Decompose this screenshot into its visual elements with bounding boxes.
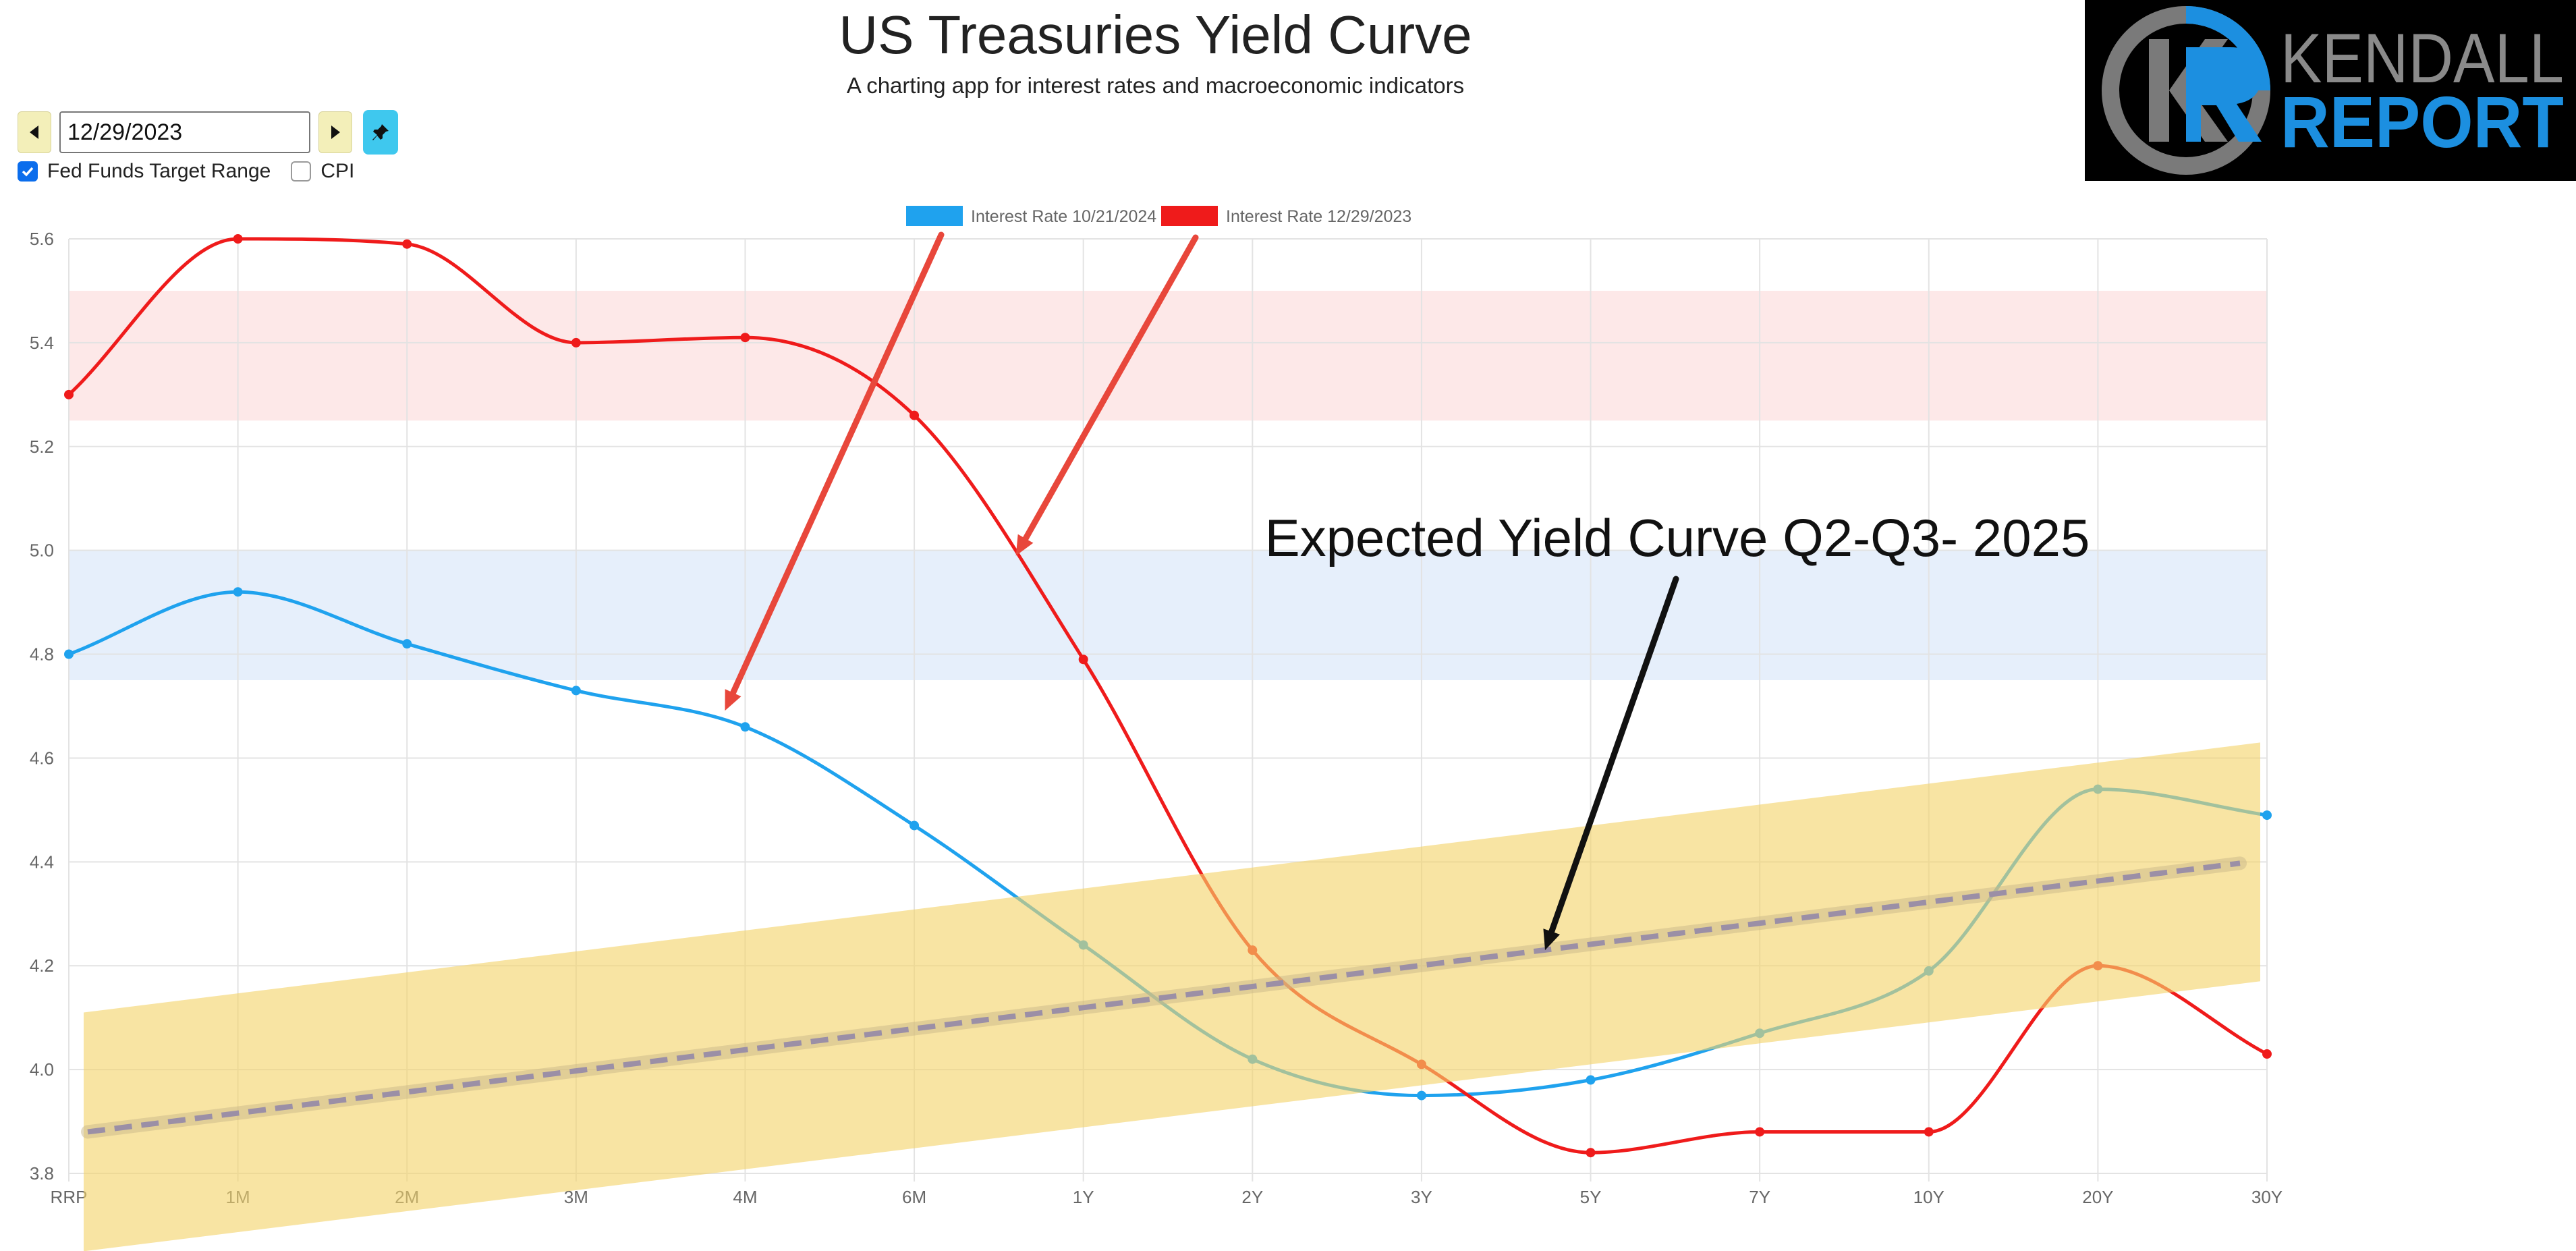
triangle-left-icon	[30, 126, 38, 139]
y-tick-label: 4.6	[30, 748, 54, 768]
x-tick-label: 1Y	[1073, 1187, 1094, 1207]
series-line-1	[67, 237, 2268, 1155]
x-axis: RRP1M2M3M4M6M1Y2Y3Y5Y7Y10Y20Y30Y	[51, 1187, 2283, 1207]
data-point	[1755, 1127, 1765, 1137]
overlay-toggles: Fed Funds Target Range CPI	[18, 159, 354, 184]
next-date-button[interactable]	[318, 111, 352, 153]
target-band-1	[69, 550, 2267, 681]
x-tick-label: 6M	[902, 1187, 926, 1207]
prev-date-button[interactable]	[18, 111, 51, 153]
y-axis: 3.8 4.0 4.2 4.4 4.6 4.8 5.0 5.2 5.4 5.6	[30, 229, 54, 1184]
page-title: US Treasuries Yield Curve	[839, 5, 1472, 65]
data-point	[909, 821, 920, 831]
cpi-label: CPI	[320, 160, 355, 182]
red-arrow-blue-series	[725, 231, 945, 711]
y-tick-label: 5.6	[30, 229, 54, 249]
y-tick-label: 5.0	[30, 540, 54, 561]
data-point	[909, 410, 920, 420]
data-point	[1924, 1127, 1934, 1137]
x-tick-label: 4M	[733, 1187, 757, 1207]
y-tick-label: 4.4	[30, 852, 54, 872]
pushpin-icon	[372, 124, 389, 140]
yield-curve-chart: 3.84.04.24.44.64.85.05.25.45.6 RRP1M2M3M…	[30, 206, 2283, 1251]
triangle-right-icon	[331, 126, 340, 139]
svg-text:REPORT: REPORT	[2280, 81, 2564, 163]
expected-dashed-line	[87, 860, 2241, 1135]
data-point	[2262, 1049, 2272, 1059]
date-controls	[18, 109, 398, 155]
x-tick-label: 7Y	[1749, 1187, 1770, 1207]
chart-legend: Interest Rate 10/21/2024 Interest Rate 12…	[906, 206, 1411, 226]
annotation-arrows	[725, 231, 1679, 951]
x-tick-label: 2Y	[1241, 1187, 1263, 1207]
data-point	[64, 389, 74, 399]
pin-button[interactable]	[363, 110, 398, 155]
x-tick-label: 3Y	[1411, 1187, 1432, 1207]
checkmark-icon	[22, 167, 34, 177]
data-point	[571, 686, 581, 696]
x-tick-label: 5Y	[1580, 1187, 1602, 1207]
y-tick-label: 5.4	[30, 333, 54, 353]
x-tick-label: 20Y	[2082, 1187, 2113, 1207]
data-point	[402, 239, 412, 249]
page-subtitle: A charting app for interest rates and ma…	[846, 73, 1465, 98]
data-point	[1586, 1075, 1596, 1085]
data-point	[1078, 655, 1088, 665]
x-tick-label: RRP	[51, 1187, 88, 1207]
x-tick-label: 10Y	[1913, 1187, 1944, 1207]
y-tick-label: 4.0	[30, 1059, 54, 1080]
expected-yield-label: Expected Yield Curve Q2-Q3- 2025	[1265, 508, 2090, 567]
y-tick-label: 4.8	[30, 644, 54, 665]
fed-funds-label: Fed Funds Target Range	[47, 160, 271, 182]
target-band-0	[69, 290, 2267, 421]
date-input[interactable]	[59, 111, 310, 153]
data-point	[233, 587, 243, 597]
chart-grid	[68, 238, 2268, 1182]
fed-funds-checkbox[interactable]	[18, 161, 38, 182]
red-arrow-red-series	[1015, 234, 1199, 556]
data-point	[2262, 810, 2272, 821]
data-point	[571, 337, 581, 348]
x-tick-label: 30Y	[2251, 1187, 2283, 1207]
y-tick-label: 5.2	[30, 437, 54, 457]
data-point	[1416, 1090, 1426, 1101]
expected-yield-band	[81, 742, 2260, 1251]
fed-funds-bands	[69, 290, 2267, 681]
legend-swatch	[1161, 206, 1218, 226]
svg-text:KENDALL: KENDALL	[2280, 20, 2564, 98]
cpi-checkbox[interactable]	[291, 161, 312, 182]
legend-label: Interest Rate 12/29/2023	[1226, 207, 1411, 226]
data-point	[233, 234, 243, 244]
y-tick-label: 4.2	[30, 955, 54, 976]
data-point	[64, 649, 74, 659]
data-point	[740, 722, 750, 732]
kendall-report-logo: KENDALL REPORT	[2085, 0, 2576, 181]
data-point	[402, 639, 412, 649]
data-point	[1586, 1148, 1596, 1158]
legend-swatch	[906, 206, 963, 226]
data-point	[740, 333, 750, 343]
black-arrow-expected	[1543, 576, 1679, 951]
y-tick-label: 3.8	[30, 1163, 54, 1184]
legend-label: Interest Rate 10/21/2024	[971, 207, 1156, 226]
